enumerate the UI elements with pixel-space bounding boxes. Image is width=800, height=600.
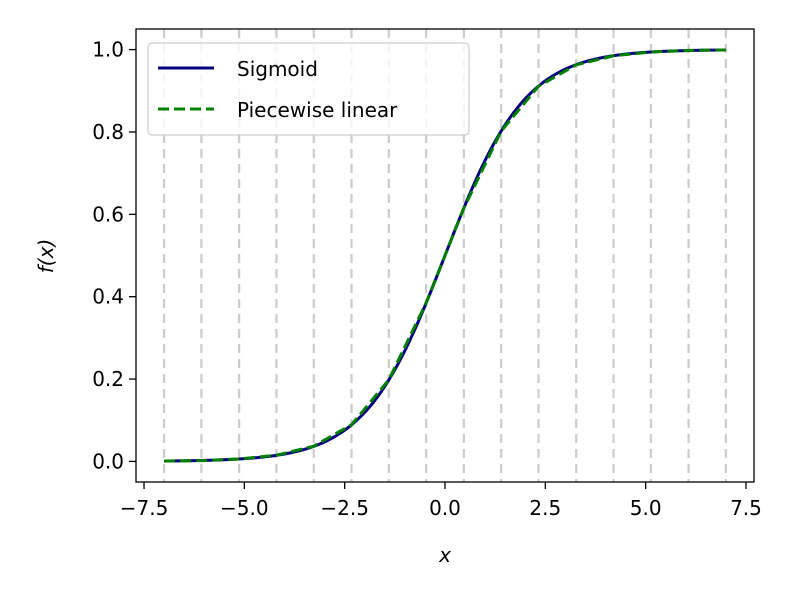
x-axis-ticks: −7.5 −5.0 −2.5 0.0 2.5 5.0 7.5 bbox=[120, 482, 762, 520]
legend-frame bbox=[147, 42, 470, 136]
series-line-piecewise-linear bbox=[164, 48, 726, 463]
y-axis-label: f(x) bbox=[34, 239, 58, 273]
x-tick-label: −2.5 bbox=[320, 496, 369, 520]
series-lines bbox=[164, 48, 726, 463]
x-tick-label: −5.0 bbox=[220, 496, 269, 520]
x-tick-label: 5.0 bbox=[630, 496, 662, 520]
legend-label-sigmoid: Sigmoid bbox=[237, 57, 318, 81]
legend-label-piecewise-linear: Piecewise linear bbox=[237, 98, 398, 122]
x-axis-label: x bbox=[438, 543, 451, 567]
x-tick-label: 0.0 bbox=[429, 496, 461, 520]
y-tick-label: 0.2 bbox=[92, 367, 124, 391]
x-tick-label: 7.5 bbox=[730, 496, 762, 520]
y-tick-label: 0.0 bbox=[92, 449, 124, 473]
y-tick-label: 1.0 bbox=[92, 38, 124, 62]
y-axis-ticks: 0.0 0.2 0.4 0.6 0.8 1.0 bbox=[92, 38, 136, 473]
y-tick-label: 0.4 bbox=[92, 285, 124, 309]
legend: Sigmoid Piecewise linear bbox=[147, 42, 470, 136]
y-tick-label: 0.8 bbox=[92, 120, 124, 144]
x-tick-label: −7.5 bbox=[120, 496, 169, 520]
x-tick-label: 2.5 bbox=[529, 496, 561, 520]
y-tick-label: 0.6 bbox=[92, 202, 124, 226]
